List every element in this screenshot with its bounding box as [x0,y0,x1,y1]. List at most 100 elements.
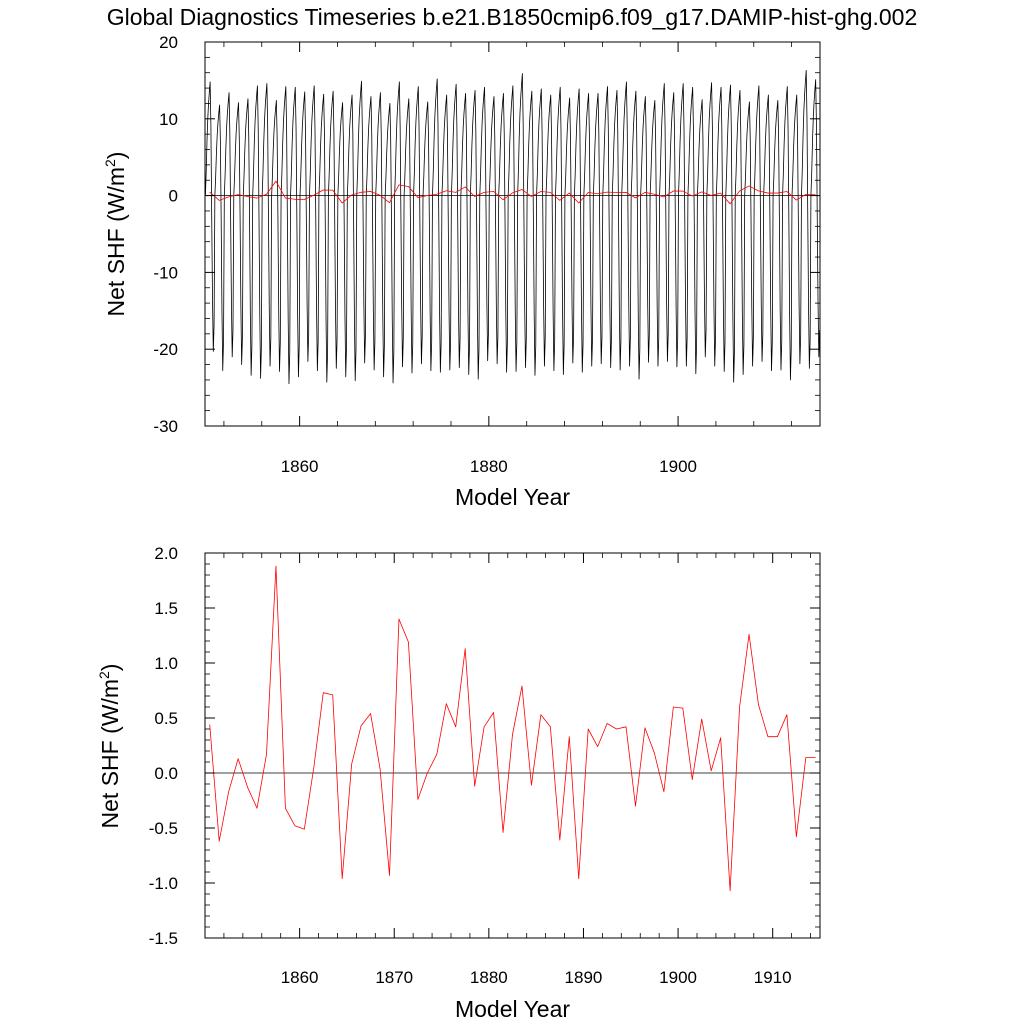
y-tick-label: 1.5 [154,599,178,618]
data-point [313,194,315,196]
data-point [767,192,769,194]
y-axis-label: Net SHF (W/m2) [96,664,123,829]
data-point [266,193,267,195]
data-point [209,191,211,193]
x-axis-label: Model Year [455,996,570,1022]
x-tick-label: 1910 [754,968,792,987]
bottom-panel-chart: -1.5 -1.0 -0.5 0.0 0.5 1.0 1.5 2.0 1860 1870 1880 1… [96,544,821,1022]
data-point [786,714,788,715]
data-point [673,706,674,708]
data-point [616,728,617,730]
y-tick-label: 10 [159,110,178,129]
data-point [720,737,721,739]
y-axis-label-text: Net SHF (W/m [97,679,123,829]
data-point [644,192,646,193]
data-point [739,190,740,192]
data-point [568,192,570,194]
data-point [701,191,703,193]
data-point [663,791,665,792]
data-point [682,190,684,192]
data-point [417,197,419,198]
data-point [455,726,457,728]
data-point [417,799,419,800]
data-point [228,196,229,198]
data-point [398,618,400,620]
y-tick-label: -0.5 [149,819,178,838]
x-tick-label: 1900 [659,457,697,476]
data-point [275,565,277,567]
y-tick-label: -30 [153,417,178,436]
data-point [370,713,371,714]
data-point [322,189,324,191]
y-tick-label: -10 [153,263,178,282]
data-point [398,184,400,186]
data-point [294,198,296,200]
data-point [389,875,390,876]
data-point [710,770,712,772]
y-tick-label: -1.5 [149,929,178,948]
data-point [540,191,542,192]
data-point [701,718,703,720]
data-point [531,784,532,786]
data-point [502,199,504,201]
data-point [644,727,646,729]
data-point [691,779,693,780]
data-point [445,703,447,704]
data-point [663,196,665,198]
x-axis-label: Model Year [455,484,570,510]
data-point [360,191,362,193]
data-point [464,648,466,649]
data-point [294,825,296,827]
data-point [389,202,390,204]
y-axis-label-superscript: 2 [102,159,118,167]
data-point [710,195,712,196]
data-point [512,734,513,735]
x-tick-label: 1860 [281,457,319,476]
data-point [777,736,778,737]
data-point [578,202,580,204]
data-point [483,726,485,728]
data-point [427,195,428,196]
plot-frame [204,41,821,427]
data-point [304,828,305,830]
data-point [228,791,229,792]
y-axis-label-suffix: ) [97,664,123,672]
data-point [218,200,220,201]
data-point [654,752,655,754]
data-point [758,704,759,706]
data-point [739,706,740,708]
data-point [777,192,778,194]
data-point [493,191,494,192]
data-point [625,726,627,728]
data-point [682,707,684,709]
data-point [559,839,561,841]
data-point [635,805,636,807]
data-point [796,836,797,838]
data-point [445,190,447,192]
data-point [748,185,750,187]
y-tick-label: -20 [153,340,178,359]
data-point [341,202,343,204]
data-point [625,192,627,193]
data-point [814,757,816,758]
y-tick-label: -1.0 [149,874,178,893]
data-point [218,840,220,842]
figure-title: Global Diagnostics Timeseries b.e21.B185… [107,4,918,30]
data-point [550,192,551,193]
data-point [606,191,608,193]
data-point [322,692,324,693]
data-point [256,197,258,199]
data-point [285,197,286,199]
data-point [616,192,617,193]
data-point [237,194,239,195]
x-tick-label: 1900 [659,968,697,987]
data-point [474,196,475,197]
data-point [767,736,769,737]
x-tick-label: 1870 [375,968,413,987]
data-point [597,193,598,195]
data-point [729,890,731,891]
data-point [578,878,580,879]
y-tick-label: 2.0 [154,544,178,563]
